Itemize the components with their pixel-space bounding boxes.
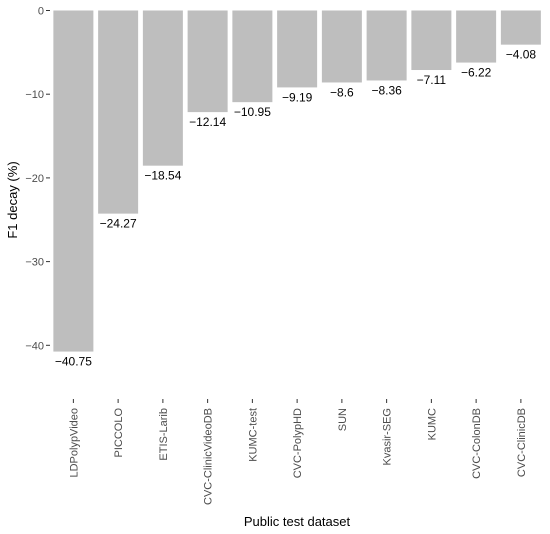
x-tick-label: LDPolypVideo	[68, 408, 80, 478]
bar-value-label: −8.36	[371, 83, 402, 97]
bar-cvc-colondb	[456, 10, 497, 63]
y-tick-label: −30	[25, 257, 44, 269]
bar-kvasir-seg	[366, 10, 407, 81]
bar-cvc-polyphd	[277, 10, 318, 88]
bar-labels-group: −40.75 −24.27 −18.54 −12.14 −10.95 −9.19 −8.6 −…	[55, 48, 537, 369]
bar-cvc-clinicdb	[500, 10, 541, 45]
y-axis-title: F1 decay (%)	[5, 161, 20, 238]
bar-cvc-clinicvideodb	[187, 10, 228, 113]
bar-ldpolypvideo	[53, 10, 94, 352]
bars-group	[53, 10, 541, 352]
x-tick-label: PICCOLO	[113, 408, 125, 458]
bar-sun	[321, 10, 362, 83]
x-tick-label: Kvasir-SEG	[382, 408, 394, 465]
y-axis: 0 −10 −20 −30 −40	[25, 6, 50, 352]
bar-value-label: −7.11	[417, 73, 447, 87]
x-axis: LDPolypVideo PICCOLO ETIS-Larib CVC-ClinicV…	[68, 399, 528, 505]
x-tick-label: CVC-ClinicVideoDB	[203, 408, 215, 505]
bar-kumc	[411, 10, 452, 71]
bar-value-label: −40.75	[55, 355, 92, 369]
y-tick-label: −20	[25, 173, 44, 185]
bar-value-label: −12.14	[189, 115, 226, 129]
bar-value-label: −24.27	[100, 217, 137, 231]
x-tick-label: KUMC-test	[247, 408, 259, 462]
bar-value-label: −8.6	[330, 85, 354, 99]
x-axis-title: Public test dataset	[244, 514, 351, 529]
y-tick-label: 0	[38, 6, 44, 18]
x-tick-label: SUN	[337, 408, 349, 431]
x-tick-label: ETIS-Larib	[158, 408, 170, 461]
bar-value-label: −6.22	[461, 66, 492, 80]
x-tick-label: CVC-ClinicDB	[516, 408, 528, 477]
y-tick-label: −10	[25, 89, 44, 101]
bar-value-label: −10.95	[234, 105, 271, 119]
bar-value-label: −9.19	[282, 90, 313, 104]
x-tick-label: CVC-PolypHD	[292, 408, 304, 478]
y-tick-label: −40	[25, 340, 44, 352]
bar-kumc-test	[232, 10, 273, 103]
bar-etis-larib	[142, 10, 183, 166]
bar-value-label: −4.08	[506, 48, 537, 62]
bar-piccolo	[98, 10, 139, 214]
x-tick-label: CVC-ColonDB	[471, 408, 483, 479]
bar-value-label: −18.54	[144, 169, 181, 183]
x-tick-label: KUMC	[426, 408, 438, 440]
